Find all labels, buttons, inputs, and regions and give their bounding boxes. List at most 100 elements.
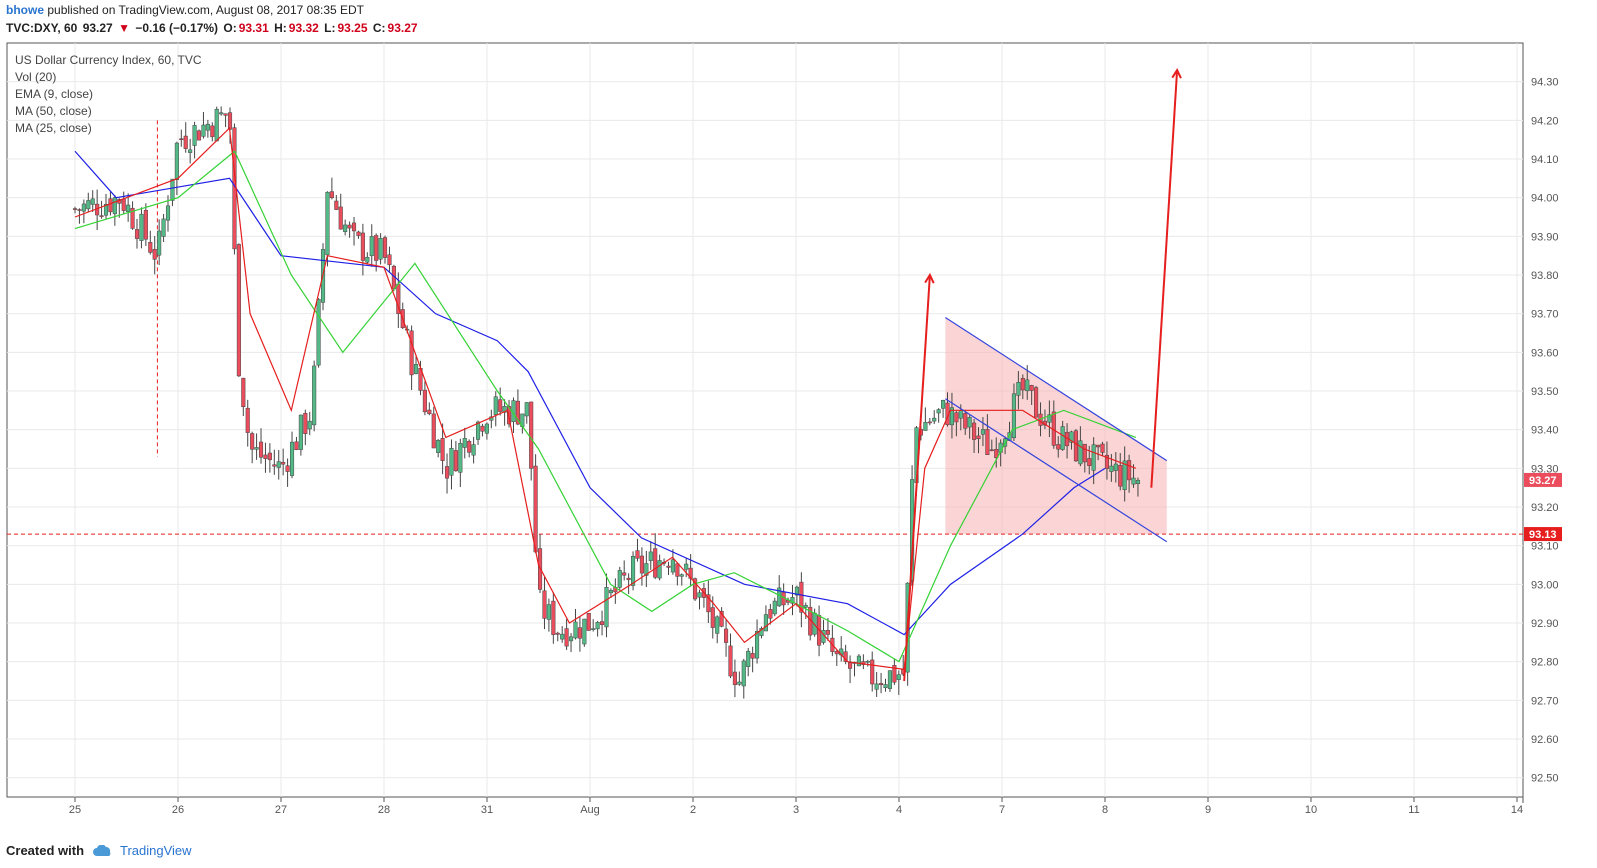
candle-body xyxy=(719,610,724,627)
publish-info: bhowe published on TradingView.com, Augu… xyxy=(6,3,364,17)
last-price: 93.27 xyxy=(82,21,113,35)
x-tick-label: 25 xyxy=(69,804,81,816)
candle-body xyxy=(77,209,82,211)
candle-body xyxy=(892,665,897,683)
candle-body xyxy=(741,660,746,687)
candle-body xyxy=(351,222,357,232)
projection-arrow xyxy=(1150,70,1179,488)
candle-body xyxy=(1056,444,1061,450)
legend-item-ema: EMA (9, close) xyxy=(15,87,94,101)
candle-body xyxy=(834,650,839,655)
candle-body xyxy=(289,441,295,476)
candle-body xyxy=(1025,379,1030,392)
candle-body xyxy=(267,452,272,461)
y-tick-label: 92.80 xyxy=(1531,657,1559,669)
candle-body xyxy=(874,683,879,690)
candle-body xyxy=(285,465,290,472)
candle-body xyxy=(715,616,720,634)
x-tick-label: 31 xyxy=(481,804,493,816)
y-tick-label: 93.30 xyxy=(1531,463,1559,475)
candle-body xyxy=(1060,426,1065,450)
x-tick-label: 2 xyxy=(690,804,696,816)
candle-body xyxy=(684,563,689,570)
candle-body xyxy=(949,407,954,426)
high-label: H: xyxy=(274,21,287,35)
candle-body xyxy=(440,438,445,461)
y-tick-label: 92.70 xyxy=(1531,695,1559,707)
candle-body xyxy=(325,191,330,256)
candle-body xyxy=(644,563,649,576)
candle-body xyxy=(923,422,928,431)
candle-body xyxy=(272,464,277,467)
candle-body xyxy=(90,198,95,205)
candle-body xyxy=(551,600,556,635)
candle-body xyxy=(679,574,684,577)
candle-body xyxy=(1087,458,1092,466)
y-tick-label: 94.10 xyxy=(1531,154,1559,166)
candle-body xyxy=(369,236,374,257)
low-label: L: xyxy=(324,21,336,35)
created-with-label: Created with xyxy=(6,843,85,858)
candle-body xyxy=(493,396,498,416)
candle-body xyxy=(130,207,135,229)
candle-body xyxy=(1109,465,1114,472)
candle-body xyxy=(772,600,777,615)
candle-body xyxy=(378,238,383,260)
x-tick-label: 7 xyxy=(999,804,1005,816)
candle-body xyxy=(1135,479,1141,484)
candle-body xyxy=(856,655,861,667)
candle-body xyxy=(502,406,507,413)
candle-body xyxy=(617,570,622,588)
brand-label: TradingView xyxy=(120,843,192,858)
candle-body xyxy=(298,414,303,450)
candle-body xyxy=(196,130,202,141)
candle-body xyxy=(604,587,609,628)
ohlc-header: TVC:DXY, 60 93.27 ▼ −0.16 (−0.17%) O: 93.… xyxy=(6,21,420,35)
candle-body xyxy=(927,421,932,424)
candle-body xyxy=(316,299,321,366)
candle-body xyxy=(1104,454,1110,469)
candle-body xyxy=(794,586,799,596)
y-tick-label: 93.10 xyxy=(1531,541,1559,553)
candle-body xyxy=(413,364,419,374)
x-tick-label: 26 xyxy=(172,804,184,816)
ema9-line xyxy=(74,126,1137,671)
candle-body xyxy=(276,461,281,468)
candle-body xyxy=(737,681,742,685)
candle-body xyxy=(870,659,875,685)
candle-body xyxy=(183,135,188,149)
candle-body xyxy=(568,636,574,642)
candle-body xyxy=(1016,382,1021,396)
candle-body xyxy=(967,417,972,428)
candle-body xyxy=(72,208,78,210)
open-label: O: xyxy=(223,21,237,35)
candle-body xyxy=(444,466,450,479)
open-value: 93.31 xyxy=(238,21,269,35)
candle-body xyxy=(139,213,144,241)
candle-body xyxy=(1029,385,1034,391)
y-tick-label: 94.30 xyxy=(1531,77,1559,89)
candle-body xyxy=(542,590,547,619)
candle-body xyxy=(697,592,702,598)
candle-body xyxy=(427,409,432,415)
candle-body xyxy=(763,614,768,632)
candle-body xyxy=(710,607,715,628)
author-link[interactable]: bhowe xyxy=(6,3,44,17)
candle-body xyxy=(768,609,773,619)
change-value: −0.16 (−0.17%) xyxy=(135,21,219,35)
tradingview-link[interactable]: TradingView xyxy=(92,843,192,858)
candle-body xyxy=(227,112,233,130)
candle-body xyxy=(112,197,117,215)
y-tick-label: 93.60 xyxy=(1531,347,1559,359)
candle-body xyxy=(312,365,317,426)
symbol-label: TVC:DXY, 60 xyxy=(6,21,78,35)
candle-body xyxy=(989,449,994,452)
candle-body xyxy=(693,578,698,600)
projection-arrow xyxy=(903,274,931,682)
candle-body xyxy=(1122,460,1127,490)
candle-body xyxy=(360,232,365,261)
x-tick-label: 4 xyxy=(896,804,902,816)
y-tick-label: 92.50 xyxy=(1531,773,1559,785)
last-price-tag-bg xyxy=(1524,472,1562,487)
